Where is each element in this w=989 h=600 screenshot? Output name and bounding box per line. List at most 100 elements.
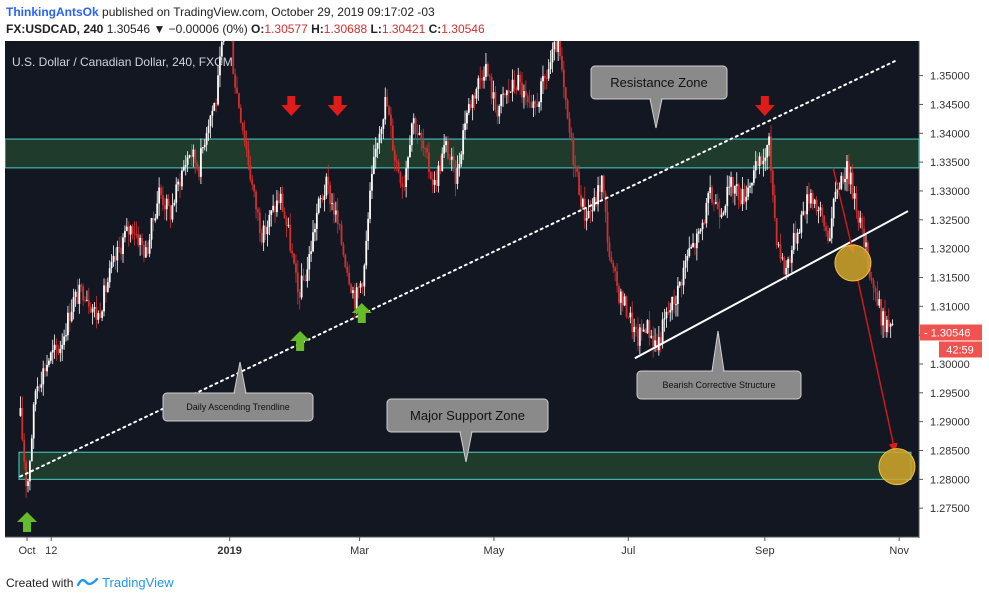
candle-body	[551, 49, 554, 63]
candle-body	[135, 233, 138, 235]
callout-label: Resistance Zone	[610, 75, 708, 90]
candle-body	[410, 123, 413, 146]
candle-body	[249, 164, 252, 180]
candle-body	[42, 368, 45, 385]
candle-body	[171, 205, 174, 220]
candle-body	[811, 193, 814, 204]
candle-body	[616, 271, 618, 286]
candle-body	[190, 155, 193, 157]
candle-body	[561, 55, 563, 70]
candle-body	[838, 188, 841, 190]
candle-body	[329, 185, 332, 204]
candle-body	[304, 279, 307, 282]
candle-body	[148, 239, 151, 254]
candle-body	[543, 76, 546, 79]
candle-body	[526, 95, 529, 103]
candle-body	[162, 195, 164, 206]
candle-body	[718, 209, 721, 217]
candle-body	[315, 212, 318, 229]
candle-body	[488, 76, 491, 77]
candle-body	[97, 313, 100, 320]
time-tick-label: Oct	[18, 545, 35, 557]
candle-body	[255, 191, 257, 210]
candle-body	[547, 69, 550, 79]
candle-body	[412, 118, 415, 124]
candle-body	[175, 184, 178, 203]
candle-body	[331, 202, 333, 204]
candle-body	[747, 187, 750, 197]
candle-body	[213, 103, 216, 111]
candle-body	[205, 133, 208, 145]
candle-body	[675, 304, 677, 305]
candle-body	[874, 288, 877, 293]
tradingview-link[interactable]: TradingView	[102, 575, 174, 590]
candle-body	[390, 114, 392, 126]
price-tick-label: 1.31000	[930, 301, 970, 313]
candle-body	[726, 186, 729, 207]
candle-body	[308, 254, 311, 270]
price-tick-label: 1.28500	[930, 445, 970, 457]
candle-body	[752, 170, 755, 183]
candle-body	[361, 283, 364, 287]
candle-body	[863, 228, 865, 247]
candle-body	[268, 214, 271, 227]
candle-body	[146, 247, 149, 254]
candle-body	[95, 307, 98, 320]
candle-body	[570, 132, 573, 138]
candle-body	[74, 291, 77, 298]
candle-body	[695, 233, 698, 249]
candle-body	[112, 255, 115, 263]
time-tick-label: Jul	[621, 545, 635, 557]
candle-body	[661, 319, 664, 344]
candle-body	[654, 340, 656, 347]
candle-body	[830, 218, 833, 239]
candle-body	[198, 168, 200, 177]
candle-body	[357, 287, 360, 289]
candle-body	[86, 299, 88, 301]
close-label: C:	[428, 22, 442, 36]
candle-body	[84, 300, 86, 302]
candle-body	[504, 93, 506, 96]
candle-body	[167, 198, 170, 206]
candle-body	[158, 187, 161, 204]
candle-body	[215, 103, 218, 105]
candle-body	[821, 207, 824, 216]
candle-body	[815, 199, 818, 212]
candle-body	[492, 92, 495, 99]
candle-body	[714, 201, 717, 204]
candle-body	[405, 168, 408, 187]
candle-body	[222, 41, 225, 42]
candle-body	[785, 267, 788, 275]
candle-body	[416, 133, 419, 135]
candle-body	[141, 237, 143, 245]
candle-body	[238, 93, 240, 108]
candle-body	[116, 247, 119, 261]
candle-body	[781, 257, 784, 259]
candle-body	[694, 243, 696, 249]
candle-body	[353, 290, 356, 309]
ohlc-line: FX:USDCAD, 240 1.30546 ▼ −0.00006 (0%) O…	[6, 22, 485, 36]
candle-body	[426, 148, 428, 153]
candle-body	[646, 320, 649, 334]
candle-body	[846, 161, 848, 179]
candle-body	[30, 438, 33, 462]
last-price-label: - 1.30546	[924, 327, 970, 339]
author-link[interactable]: ThinkingAntsOk	[6, 5, 99, 19]
candle-body	[600, 175, 603, 192]
candle-body	[264, 225, 267, 235]
high-value: 1.30688	[323, 22, 368, 36]
candle-body	[125, 226, 128, 232]
candle-body	[365, 240, 368, 266]
candle-body	[27, 481, 29, 487]
candle-body	[260, 233, 263, 243]
candle-body	[217, 75, 219, 105]
countdown-badge	[939, 341, 982, 358]
candle-body	[671, 296, 674, 311]
candle-body	[257, 209, 259, 213]
candle-body	[127, 226, 130, 235]
candle-body	[437, 165, 440, 186]
candle-body	[509, 91, 512, 93]
candle-body	[792, 233, 795, 251]
candle-body	[420, 132, 423, 141]
